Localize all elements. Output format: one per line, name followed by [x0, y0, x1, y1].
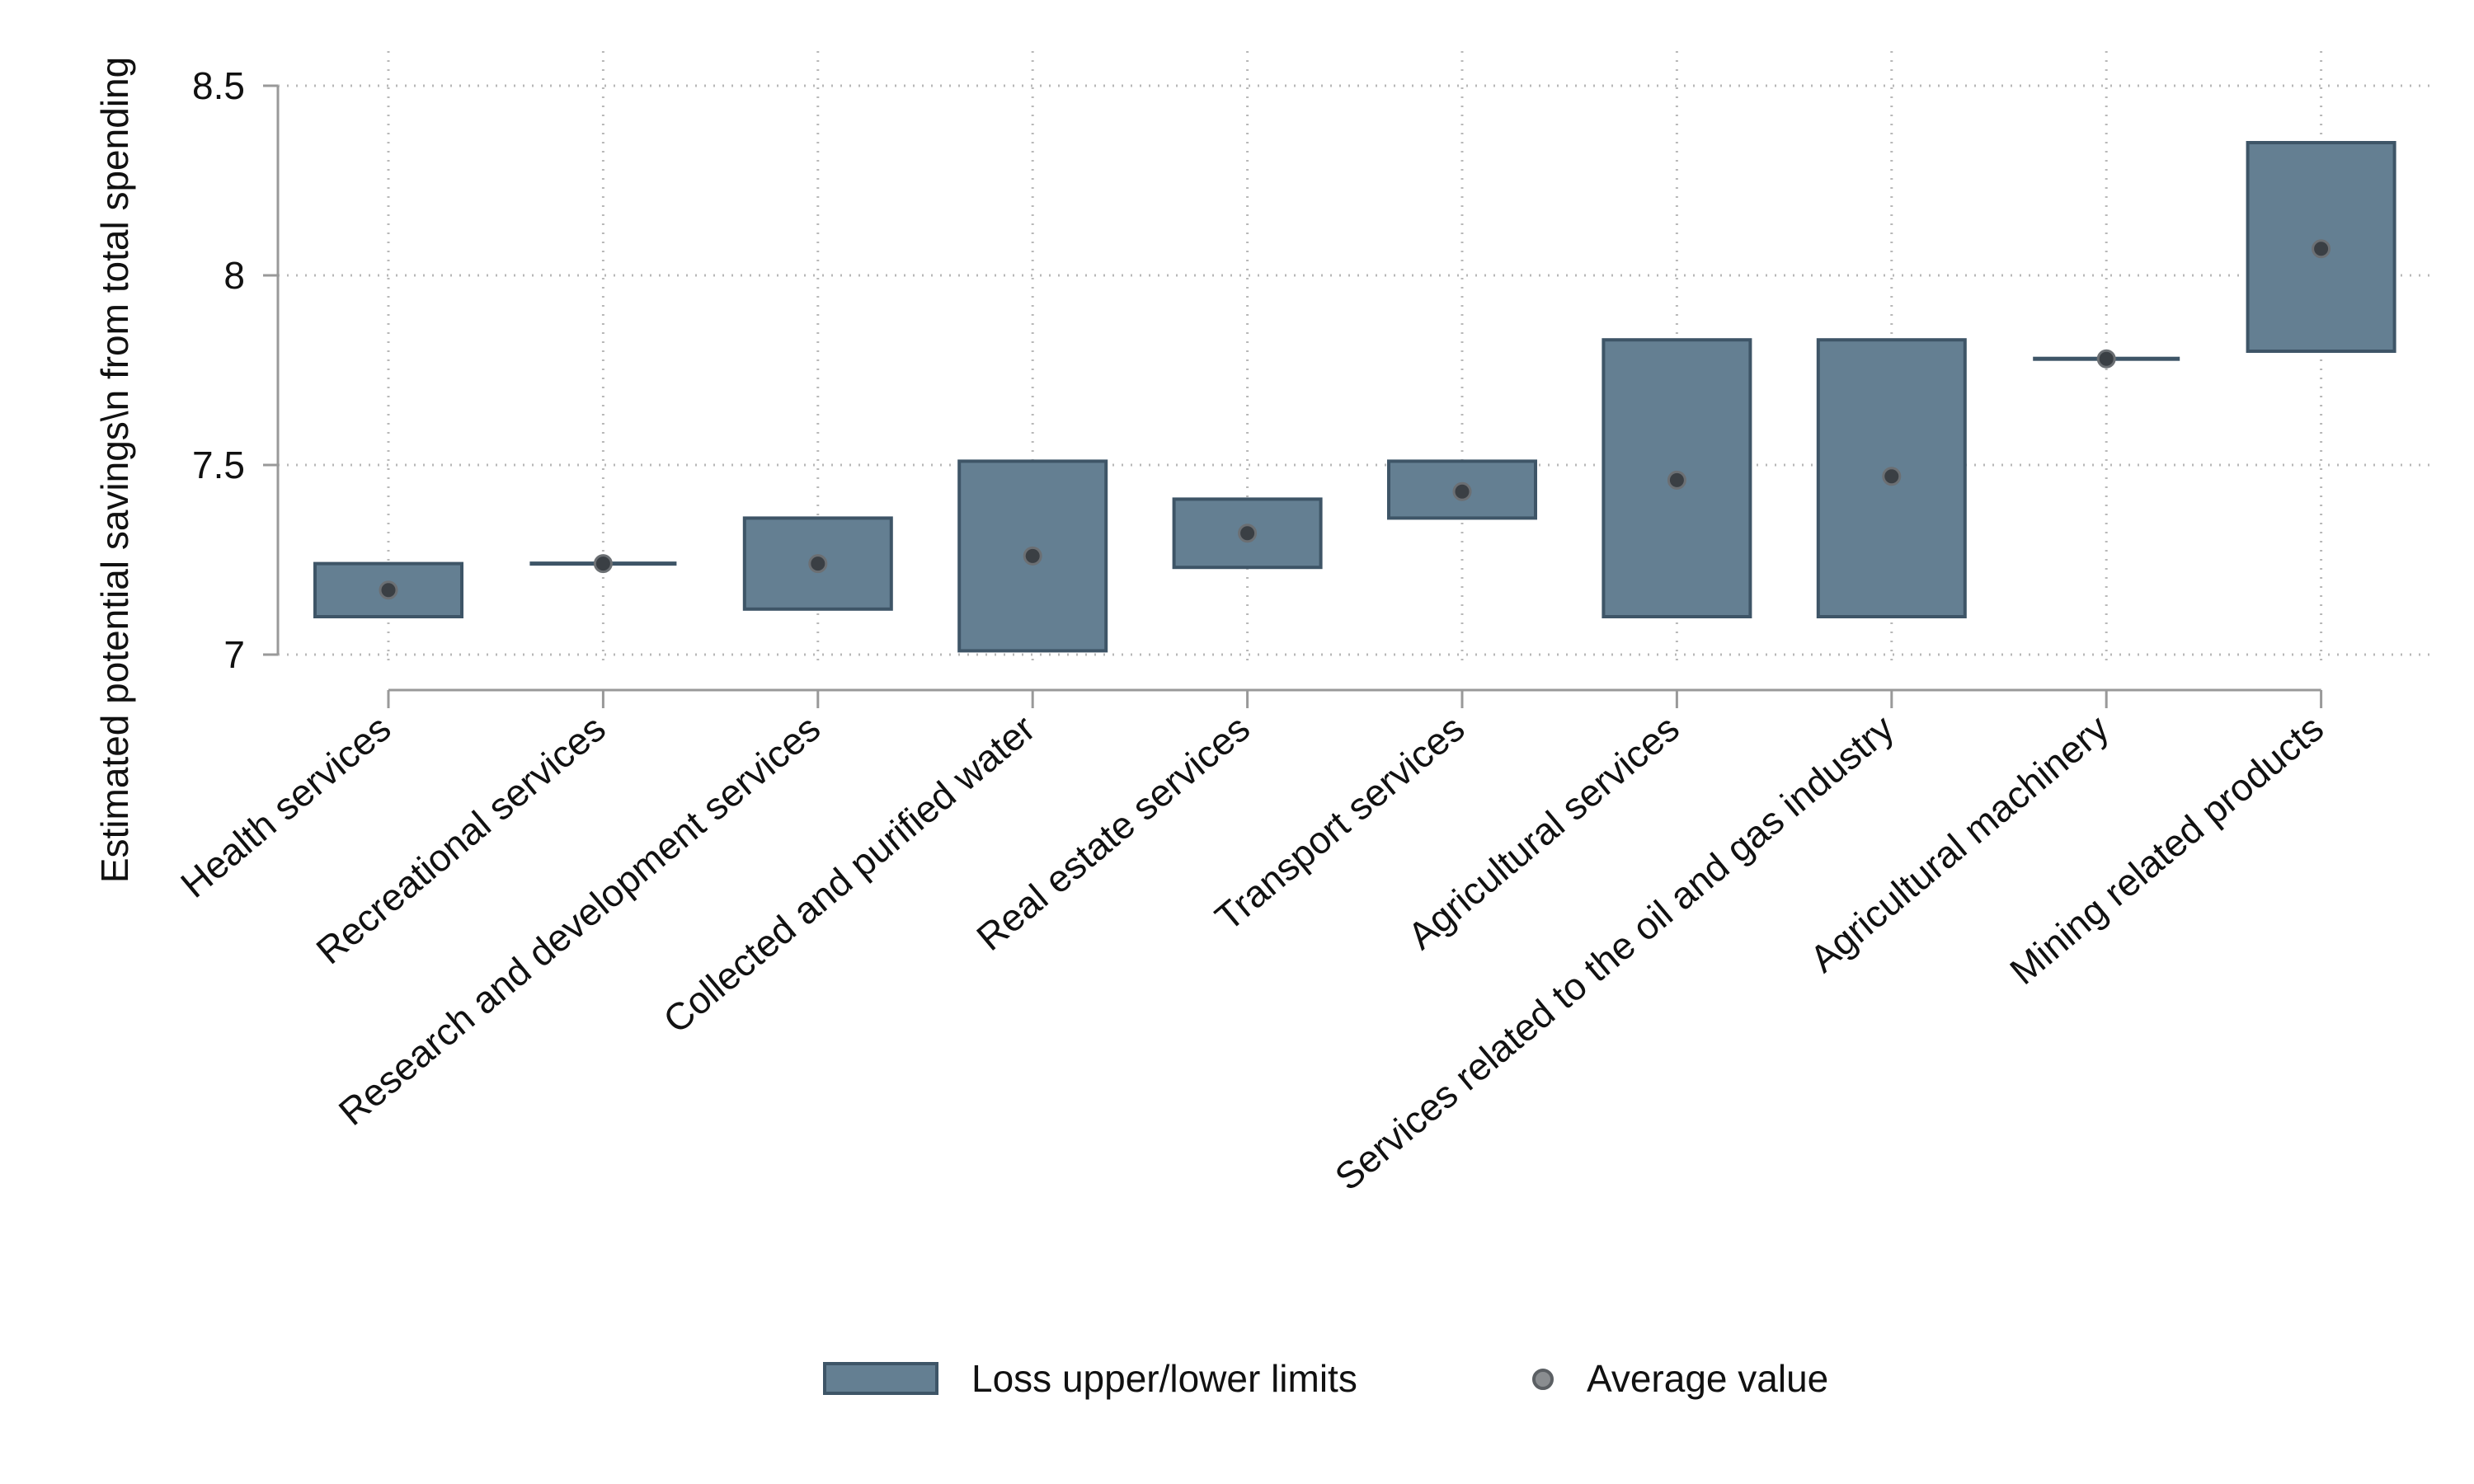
x-tick-label: Research and development services: [331, 707, 828, 1134]
average-dot: [2096, 349, 2116, 369]
average-dot: [593, 554, 613, 574]
y-tick-label: 8.5: [192, 64, 245, 107]
y-tick-label: 8: [223, 254, 245, 297]
average-dots: [379, 239, 2331, 600]
average-dot: [2312, 239, 2331, 259]
average-dot: [1882, 467, 1902, 486]
y-tick-label: 7: [223, 633, 245, 676]
average-dot: [808, 554, 828, 574]
range-bars: [313, 141, 2396, 653]
range-bar: [742, 516, 893, 611]
legend-swatch-average-dot: [1532, 1369, 1554, 1390]
y-tick-label: 7.5: [192, 444, 245, 486]
average-dot: [1238, 524, 1258, 543]
x-tick-label: Collected and purified water: [655, 707, 1042, 1041]
y-axis-label: Estimated potential savings\n from total…: [93, 57, 136, 883]
average-dot: [1667, 470, 1686, 490]
legend-swatch-range-bar: [823, 1362, 938, 1395]
average-dot: [1452, 481, 1472, 501]
x-tick-label: Health services: [172, 707, 398, 906]
average-dot: [1023, 546, 1042, 566]
axes: [263, 84, 2323, 708]
legend-label-range: Loss upper/lower limits: [971, 1357, 1357, 1400]
legend: Loss upper/lower limits Average value: [823, 1357, 1828, 1400]
average-dot: [379, 580, 398, 600]
legend-label-average: Average value: [1587, 1357, 1828, 1400]
